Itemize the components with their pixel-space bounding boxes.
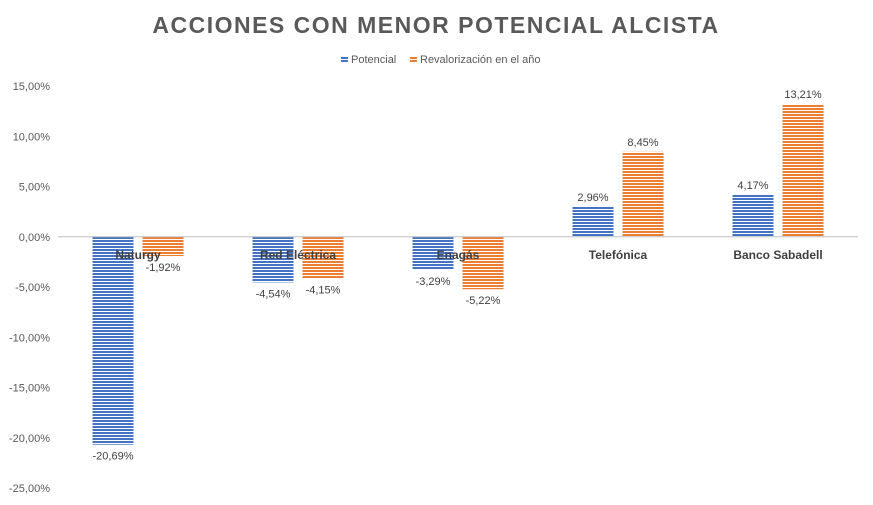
data-label: -4,54% <box>256 288 291 300</box>
category-label: Enagás <box>437 248 480 262</box>
category-label: Banco Sabadell <box>733 248 822 262</box>
y-tick-label: -20,00% <box>9 433 50 445</box>
legend: Potencial Revalorización en el año <box>341 54 540 66</box>
category-label: Telefónica <box>589 248 648 262</box>
bar-potencial <box>252 236 294 283</box>
bar-potencial <box>92 236 134 445</box>
bar-revalorizacion <box>462 236 504 290</box>
bar-revalorizacion <box>302 236 344 279</box>
legend-item-revalorizacion: Revalorización en el año <box>410 54 540 66</box>
legend-label-revalorizacion: Revalorización en el año <box>420 54 540 66</box>
chart-title: ACCIONES CON MENOR POTENCIAL ALCISTA <box>152 12 719 38</box>
bar-revalorizacion <box>142 236 184 257</box>
category-labels: Naturgy Red Eléctrica Enagás Telefónica Banc… <box>115 248 822 262</box>
bars <box>92 103 824 445</box>
y-tick-label: 5,00% <box>19 182 50 194</box>
data-label: 13,21% <box>784 89 822 101</box>
data-label: -5,22% <box>466 295 501 307</box>
y-tick-label: -25,00% <box>9 483 50 495</box>
data-label: 4,17% <box>737 180 768 192</box>
legend-swatch-revalorizacion <box>410 56 417 63</box>
legend-swatch-potencial <box>341 56 348 63</box>
legend-item-potencial: Potencial <box>341 54 396 66</box>
y-tick-label: -5,00% <box>15 282 50 294</box>
data-label: 8,45% <box>627 137 658 149</box>
data-label: -3,29% <box>416 276 451 288</box>
y-tick-label: 0,00% <box>19 232 50 244</box>
y-tick-label: 15,00% <box>13 81 51 93</box>
bar-revalorizacion <box>622 151 664 237</box>
bar-potencial <box>572 207 614 237</box>
category-label: Naturgy <box>115 248 161 262</box>
category-label: Red Eléctrica <box>260 248 336 262</box>
y-tick-label: 10,00% <box>13 131 51 143</box>
bar-potencial <box>412 236 454 270</box>
data-label: -4,15% <box>306 284 341 296</box>
y-tick-label: -10,00% <box>9 332 50 344</box>
y-axis: 15,00% 10,00% 5,00% 0,00% -5,00% -10,00% -15,0… <box>9 81 50 495</box>
data-label: -1,92% <box>146 262 181 274</box>
y-tick-label: -15,00% <box>9 383 50 395</box>
bar-revalorizacion <box>782 103 824 237</box>
legend-label-potencial: Potencial <box>351 54 396 66</box>
bar-potencial <box>732 194 774 237</box>
data-labels: -20,69% -1,92% -4,54% -4,15% -3,29% -5,22% 2,9… <box>93 89 822 463</box>
data-label: -20,69% <box>93 451 134 463</box>
data-label: 2,96% <box>577 192 608 204</box>
